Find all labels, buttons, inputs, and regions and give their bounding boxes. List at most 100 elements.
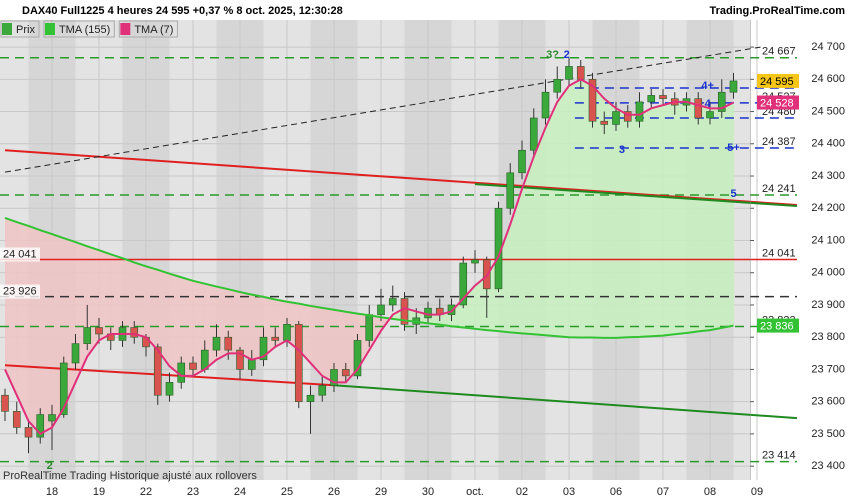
candle-body — [623, 111, 632, 122]
candle-body — [306, 394, 315, 402]
price-tag-label: 24 595 — [760, 76, 794, 88]
x-tick-label: 06 — [610, 486, 622, 498]
fill-area — [663, 101, 676, 336]
x-tick-label: 08 — [704, 486, 716, 498]
candle-body — [647, 95, 656, 103]
fill-area — [639, 108, 652, 337]
candle-body — [471, 259, 479, 264]
candle-body — [294, 324, 303, 402]
candle-body — [459, 262, 468, 306]
y-tick-label: 24 300 — [811, 170, 845, 182]
candle-body — [271, 336, 280, 341]
candle-body — [130, 327, 139, 338]
x-tick-label: 03 — [563, 486, 575, 498]
fill-area — [110, 254, 123, 334]
price-tag-label: 24 528 — [760, 97, 794, 109]
candle-body — [447, 304, 456, 315]
candle-body — [694, 98, 703, 119]
fill-area — [698, 105, 711, 332]
legend-swatch — [120, 23, 131, 35]
fill-area — [686, 101, 699, 334]
annotation: 3? — [546, 49, 559, 61]
y-tick-label: 24 500 — [811, 105, 845, 117]
candle-body — [1, 394, 9, 412]
legend-box — [43, 20, 115, 38]
fill-area — [522, 156, 535, 335]
x-tick-label: 30 — [422, 486, 434, 498]
fill-area — [651, 105, 664, 337]
annotation: 2 — [47, 460, 53, 472]
y-tick-label: 24 200 — [811, 202, 845, 214]
candle-body — [24, 427, 33, 438]
candle-body — [212, 336, 221, 351]
fill-area — [592, 85, 605, 338]
level-label: 24 387 — [762, 136, 796, 148]
fill-area — [439, 311, 452, 327]
candle-body — [388, 298, 397, 306]
trend-line — [4, 149, 798, 207]
fill-area — [99, 250, 112, 341]
y-tick-label: 23 700 — [811, 363, 845, 375]
header-bar — [0, 0, 850, 20]
level-label-box — [0, 247, 40, 262]
candle-body — [576, 66, 585, 80]
legend-box — [118, 20, 178, 38]
level-label: 24 041 — [3, 248, 37, 260]
x-tick-label: oct. — [466, 486, 484, 498]
annotation: 5 — [730, 188, 736, 200]
fill-area — [616, 108, 629, 338]
candle-body — [83, 327, 92, 344]
candle-body — [659, 95, 667, 99]
fill-area — [5, 217, 18, 396]
fill-area — [134, 262, 147, 338]
source: Trading.ProRealTime.com — [709, 5, 845, 17]
fill-area — [451, 298, 464, 328]
level-label: 23 414 — [762, 450, 796, 462]
candle-body — [600, 120, 609, 125]
price-tag-label: 23 836 — [760, 320, 794, 332]
legend-label: TMA (155) — [59, 24, 110, 36]
x-tick-label: 23 — [187, 486, 199, 498]
candle-body — [189, 362, 197, 370]
fill-area — [580, 79, 593, 338]
x-tick-label: 18 — [46, 486, 58, 498]
candle-body — [341, 369, 350, 377]
level-label-box — [0, 284, 40, 299]
candle-body — [565, 66, 573, 80]
chart-title: DAX40 Full1225 4 heures 24 595 +0,37 % 8… — [22, 5, 343, 17]
candle-body — [318, 385, 327, 396]
candle-body — [529, 117, 538, 151]
fill-area — [334, 309, 347, 383]
candle-body — [365, 314, 374, 341]
legend-box — [0, 20, 40, 38]
y-tick-label: 23 900 — [811, 299, 845, 311]
trend-line — [4, 46, 761, 173]
candle-body — [36, 414, 45, 438]
x-tick-label: 24 — [234, 486, 246, 498]
annotation: 5+ — [727, 142, 740, 154]
candle-body — [224, 336, 233, 351]
candle-body — [588, 79, 597, 122]
candle-body — [259, 336, 268, 361]
candle-body — [506, 172, 515, 209]
fill-area — [16, 222, 29, 422]
candle-body — [236, 349, 244, 370]
fill-area — [40, 230, 53, 434]
y-tick-label: 23 400 — [811, 460, 845, 472]
candle-body — [165, 382, 174, 396]
candle-body — [353, 340, 362, 377]
candle-body — [400, 298, 409, 325]
x-tick-label: 22 — [140, 486, 152, 498]
candle-body — [518, 149, 526, 174]
fill-area — [533, 127, 546, 336]
y-tick-label: 24 100 — [811, 234, 845, 246]
legend-swatch — [2, 23, 12, 35]
y-tick-label: 24 000 — [811, 267, 845, 279]
fill-area — [169, 273, 182, 376]
annotation: 4 — [705, 98, 712, 110]
x-tick-label: 19 — [93, 486, 105, 498]
y-tick-label: 23 600 — [811, 396, 845, 408]
candle-body — [283, 324, 291, 341]
